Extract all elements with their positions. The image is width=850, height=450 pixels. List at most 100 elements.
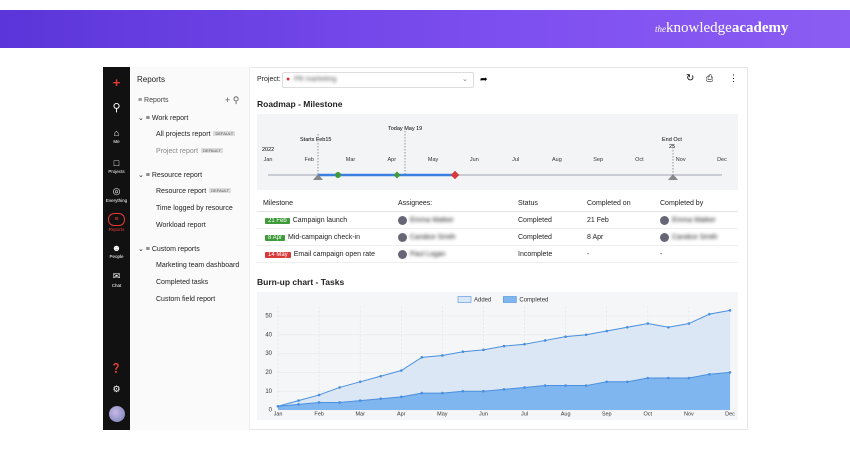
point xyxy=(687,322,691,325)
nav-item[interactable]: Project report DEFAULT xyxy=(156,148,223,155)
point xyxy=(358,399,362,402)
share-button[interactable]: ➦ xyxy=(480,74,488,84)
status: Incomplete xyxy=(518,251,553,258)
nav-root-label: Reports xyxy=(144,97,169,104)
point xyxy=(625,380,629,384)
month-label: May xyxy=(427,157,439,163)
nav-item[interactable]: Completed tasks xyxy=(156,279,208,286)
nav-item-label: Project report xyxy=(156,148,199,155)
assignee-avatar xyxy=(398,233,407,242)
point xyxy=(708,312,711,316)
sidebar-label: People xyxy=(109,254,124,259)
point xyxy=(584,333,588,337)
month-label: Aug xyxy=(551,157,562,163)
print-button[interactable]: ⎙ xyxy=(706,73,714,83)
project-dot: ● xyxy=(286,76,291,83)
help-button[interactable]: ❓ xyxy=(110,363,123,373)
point xyxy=(667,376,670,380)
table-rule xyxy=(257,228,738,229)
y-tick-label: 20 xyxy=(265,370,272,376)
refresh-button[interactable]: ↻ xyxy=(686,73,695,84)
point xyxy=(338,386,341,389)
sidebar-icon: ⌂ xyxy=(113,128,120,138)
sidebar-label: Everything xyxy=(105,198,128,203)
settings-button[interactable]: ⚙ xyxy=(112,384,121,394)
y-tick-label: 40 xyxy=(265,332,272,338)
nav-item[interactable]: Resource report DEFAULT xyxy=(156,188,231,195)
nav-group-label: Work report xyxy=(151,115,189,122)
month-label: Dec xyxy=(717,157,727,163)
sidebar-item[interactable]: ◎ Everything xyxy=(103,186,130,203)
roadmap-start: Starts Feb15 xyxy=(300,137,332,143)
nav-item-label: Completed tasks xyxy=(156,279,209,286)
point xyxy=(646,322,650,325)
roadmap-title: Roadmap - Milestone xyxy=(257,99,343,109)
point xyxy=(667,325,670,329)
point xyxy=(358,380,362,384)
month-label: Apr xyxy=(387,157,397,163)
x-tick-label: Aug xyxy=(561,411,571,417)
point xyxy=(297,399,300,402)
nav-item[interactable]: Custom field report xyxy=(156,296,215,303)
logo-main: knowledge xyxy=(666,20,732,36)
assignee: Paul Logan xyxy=(410,251,446,258)
x-tick-label: Oct xyxy=(644,411,653,417)
x-tick-label: Sep xyxy=(602,411,612,417)
point xyxy=(605,380,609,384)
more-button[interactable]: ⋮ xyxy=(729,73,738,83)
add-button[interactable]: + xyxy=(112,75,121,90)
nav-item[interactable]: Time logged by resource xyxy=(156,205,233,212)
assignee: Emma Walker xyxy=(410,217,454,224)
roadmap-end: 25 xyxy=(669,144,676,150)
point xyxy=(297,403,300,406)
nav-item-label: All projects report xyxy=(156,131,211,138)
point xyxy=(564,335,567,338)
point xyxy=(317,401,321,404)
roadmap-timeline xyxy=(268,128,722,180)
nav-item[interactable]: Marketing team dashboard xyxy=(156,262,239,269)
search-button[interactable]: ⚲ xyxy=(112,102,121,114)
table-header: Completed on xyxy=(587,200,631,207)
nav-add[interactable]: + ⚲ xyxy=(225,95,240,105)
nav-group-label: Custom reports xyxy=(151,246,200,253)
nav-item-label: Marketing team dashboard xyxy=(156,262,240,269)
x-tick-label: May xyxy=(437,411,448,417)
y-tick-label: 10 xyxy=(265,389,272,395)
nav-group[interactable]: ⌄ ≡ Work report xyxy=(138,115,189,122)
completer-avatar xyxy=(660,233,669,242)
nav-title: Reports xyxy=(137,75,166,84)
legend-swatch xyxy=(457,296,472,303)
completed-on: - xyxy=(587,251,590,258)
milestone-name: Email campaign open rate xyxy=(293,251,376,258)
table-rule xyxy=(257,211,738,212)
sidebar-item[interactable]: ☻ People xyxy=(103,243,130,259)
nav-item-label: Time logged by resource xyxy=(156,205,233,212)
point xyxy=(523,342,526,346)
point xyxy=(379,374,383,378)
sidebar-icon: ≡ xyxy=(108,213,125,226)
project-select[interactable] xyxy=(282,72,474,88)
completed-on: 8 Apr xyxy=(587,234,604,241)
x-tick-label: Mar xyxy=(355,411,365,417)
sidebar-item[interactable]: ⌂ Me xyxy=(103,128,130,144)
chart-title: Burn-up chart - Tasks xyxy=(257,277,345,287)
nav-item[interactable]: All projects report DEFAULT xyxy=(156,131,236,138)
nav-item-label: Custom field report xyxy=(156,296,216,303)
nav-item[interactable]: Workload report xyxy=(156,222,206,229)
nav-root[interactable]: ≡ Reports xyxy=(138,97,169,104)
sidebar-item[interactable]: ✉ Chat xyxy=(103,271,130,288)
y-tick-label: 50 xyxy=(265,314,272,320)
completed-on: 21 Feb xyxy=(587,217,609,224)
month-label: Nov xyxy=(675,157,686,163)
milestone-cell: 21 Feb Campaign launch xyxy=(265,217,347,224)
sidebar-item[interactable]: □ Projects xyxy=(103,158,130,174)
avatar[interactable] xyxy=(109,406,125,422)
nav-group[interactable]: ⌄ ≡ Resource report xyxy=(138,172,203,179)
point xyxy=(502,344,506,348)
sidebar-item[interactable]: ≡ Reports xyxy=(103,213,130,232)
nav-badge: DEFAULT xyxy=(213,131,236,136)
roadmap-end: End Oct xyxy=(662,137,682,143)
logo-bold: academy xyxy=(731,20,789,36)
nav-group-label: Resource report xyxy=(151,172,203,179)
nav-group[interactable]: ⌄ ≡ Custom reports xyxy=(138,246,200,253)
